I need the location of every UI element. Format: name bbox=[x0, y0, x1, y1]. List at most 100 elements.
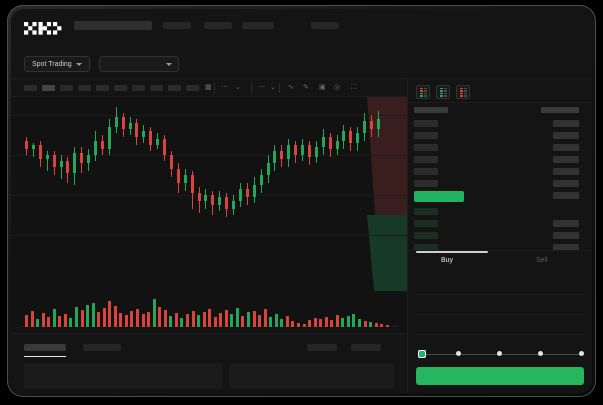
order-book-ask-row[interactable] bbox=[414, 120, 438, 127]
wave-line-icon[interactable]: ∿ bbox=[288, 84, 294, 91]
volume-bar bbox=[169, 316, 173, 327]
candle-body bbox=[204, 195, 208, 201]
candle-body bbox=[197, 193, 201, 201]
timeframe-button-4[interactable] bbox=[78, 85, 91, 91]
timeframe-button-1[interactable] bbox=[24, 85, 37, 91]
candle-body bbox=[114, 117, 118, 127]
camera-icon[interactable]: ▣ bbox=[319, 84, 326, 91]
indicator-label-icon[interactable]: ⋯ bbox=[221, 84, 228, 91]
candle-body bbox=[252, 185, 256, 197]
orders-action-1[interactable] bbox=[307, 344, 337, 351]
tab-open-orders[interactable] bbox=[24, 344, 66, 357]
order-book-ask-amount bbox=[553, 132, 579, 139]
candle-body bbox=[128, 123, 132, 129]
slider-step-2[interactable] bbox=[497, 351, 502, 356]
candle-wick bbox=[32, 143, 34, 157]
order-book-bid-row[interactable] bbox=[414, 220, 438, 227]
volume-bar bbox=[269, 317, 273, 327]
order-field-total[interactable] bbox=[416, 315, 584, 335]
order-book-bid-row[interactable] bbox=[414, 232, 438, 239]
volume-bar bbox=[291, 321, 295, 327]
order-book-ask-row[interactable] bbox=[414, 132, 438, 139]
volume-bar bbox=[352, 314, 356, 327]
order-book-ask-row[interactable] bbox=[414, 180, 438, 187]
tab-buy[interactable]: Buy bbox=[441, 257, 454, 264]
slider-step-4[interactable] bbox=[579, 351, 584, 356]
amount-percent-slider[interactable] bbox=[418, 350, 584, 359]
candle-body bbox=[245, 189, 249, 197]
pair-select[interactable] bbox=[99, 56, 179, 72]
volume-bar bbox=[335, 315, 339, 327]
timeframe-button-5[interactable] bbox=[96, 85, 109, 91]
depth-view-both-icon[interactable] bbox=[416, 85, 430, 99]
chevron-down-icon-2[interactable]: ⌄ bbox=[270, 84, 276, 91]
okx-logo[interactable] bbox=[24, 22, 62, 35]
candle-body bbox=[121, 117, 125, 129]
depth-view-sell-icon[interactable] bbox=[456, 85, 470, 99]
submit-order-button[interactable] bbox=[416, 367, 584, 385]
order-book-bid-row[interactable] bbox=[414, 244, 438, 251]
candle-body bbox=[100, 141, 104, 149]
volume-bar bbox=[324, 317, 328, 327]
volume-bar bbox=[363, 321, 367, 327]
volume-bar bbox=[180, 318, 184, 327]
order-book-ask-row[interactable] bbox=[414, 144, 438, 151]
candle-body bbox=[107, 127, 111, 149]
nav-item-1[interactable] bbox=[163, 22, 191, 29]
candle-body bbox=[142, 131, 146, 137]
pencil-icon[interactable]: ✎ bbox=[303, 84, 309, 91]
volume-bar bbox=[185, 314, 189, 327]
nav-item-4[interactable] bbox=[311, 22, 339, 29]
order-book-bid-row[interactable] bbox=[414, 208, 438, 215]
volume-bar bbox=[58, 316, 62, 327]
candle-type-icon[interactable]: ▦ bbox=[205, 84, 212, 91]
candle-body bbox=[211, 195, 215, 205]
candle-body bbox=[183, 175, 187, 183]
chevron-down-icon bbox=[75, 62, 82, 66]
timeframe-button-2[interactable] bbox=[42, 85, 55, 91]
candle-body bbox=[31, 145, 35, 149]
order-book-header-price bbox=[414, 107, 448, 113]
order-book-ask-row[interactable] bbox=[414, 156, 438, 163]
volume-bar bbox=[219, 313, 223, 327]
candle-body bbox=[156, 139, 160, 145]
depth-view-buy-icon[interactable] bbox=[436, 85, 450, 99]
search-input[interactable] bbox=[74, 21, 152, 30]
candle-body bbox=[149, 131, 153, 145]
volume-bar bbox=[313, 318, 317, 327]
volume-bar bbox=[191, 311, 195, 327]
timeframe-button-10[interactable] bbox=[186, 85, 199, 91]
timeframe-button-6[interactable] bbox=[114, 85, 127, 91]
volume-bar bbox=[97, 312, 101, 327]
candle-body bbox=[45, 155, 49, 159]
toolbar-divider bbox=[279, 83, 280, 93]
timeframe-button-7[interactable] bbox=[132, 85, 145, 91]
slider-step-1[interactable] bbox=[456, 351, 461, 356]
order-book-ask-amount bbox=[553, 168, 579, 175]
fullscreen-icon[interactable]: ⛶ bbox=[351, 84, 356, 91]
volume-bar bbox=[319, 319, 323, 327]
chevron-down-icon-1[interactable]: ⌄ bbox=[235, 84, 241, 91]
timeframe-button-3[interactable] bbox=[60, 85, 73, 91]
spot-trading-dropdown[interactable]: Spot Trading bbox=[24, 56, 90, 72]
order-field-amount[interactable] bbox=[416, 295, 584, 315]
slider-handle[interactable] bbox=[418, 350, 426, 358]
order-field-price[interactable] bbox=[416, 275, 584, 295]
candle-body bbox=[232, 201, 235, 209]
candle-body bbox=[314, 147, 318, 157]
tab-sell[interactable]: Sell bbox=[536, 257, 548, 264]
nav-item-3[interactable] bbox=[242, 22, 274, 29]
slider-step-3[interactable] bbox=[538, 351, 543, 356]
nav-item-2[interactable] bbox=[204, 22, 232, 29]
candle-body bbox=[169, 155, 173, 169]
settings-gear-icon[interactable]: ◎ bbox=[334, 84, 341, 91]
volume-bar bbox=[174, 313, 178, 327]
orders-action-2[interactable] bbox=[351, 344, 381, 351]
compare-icon[interactable]: ⋯ bbox=[258, 84, 265, 91]
timeframe-button-9[interactable] bbox=[168, 85, 181, 91]
order-book[interactable] bbox=[408, 105, 592, 251]
volume-bar bbox=[202, 312, 206, 327]
order-book-ask-row[interactable] bbox=[414, 168, 438, 175]
timeframe-button-8[interactable] bbox=[150, 85, 163, 91]
tab-order-history[interactable] bbox=[83, 344, 121, 351]
